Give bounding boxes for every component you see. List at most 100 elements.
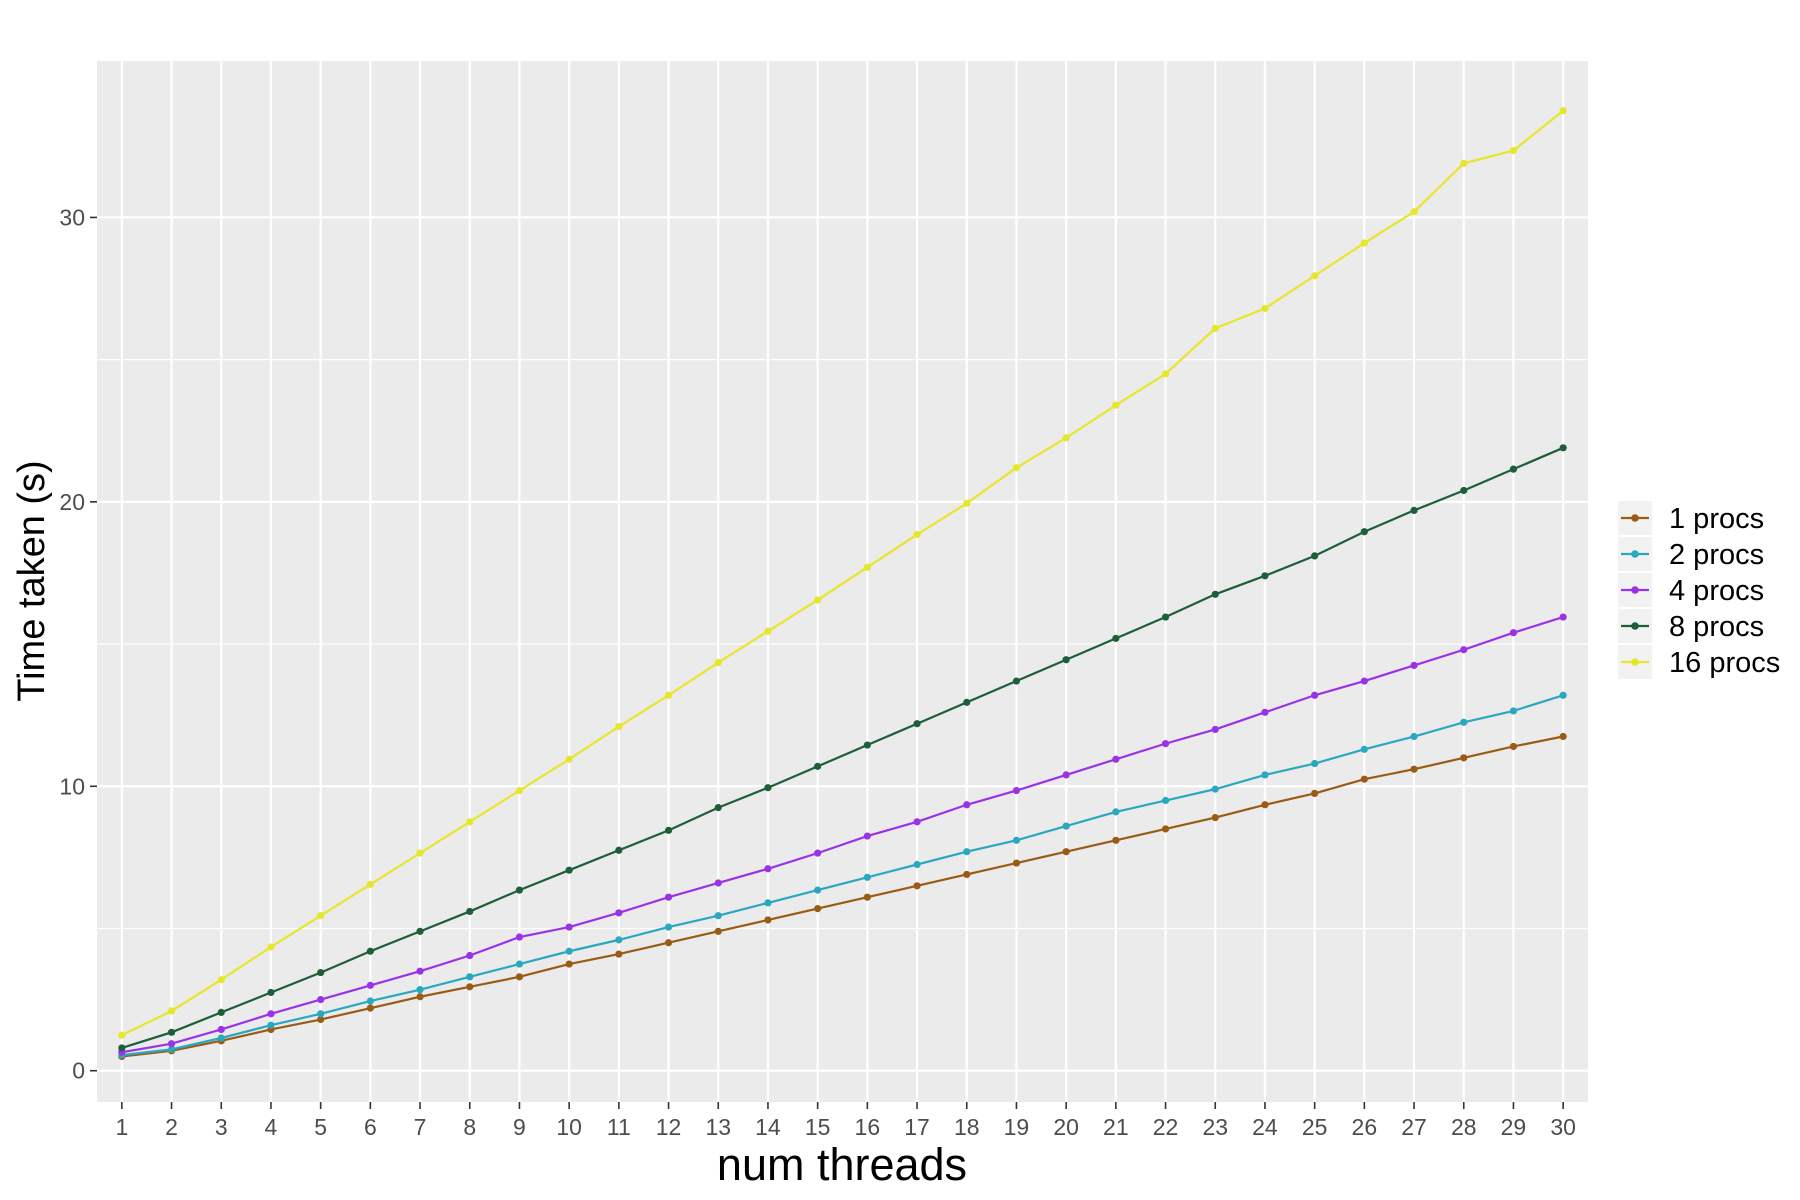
legend-key-point xyxy=(1631,514,1639,522)
data-point xyxy=(1062,848,1070,856)
data-point xyxy=(714,927,722,935)
x-tick-label: 29 xyxy=(1501,1114,1527,1140)
data-point xyxy=(664,939,673,947)
data-point xyxy=(714,912,722,920)
legend-label: 8 procs xyxy=(1669,611,1764,643)
data-point xyxy=(1311,272,1319,280)
data-point xyxy=(764,916,772,924)
data-point xyxy=(1410,208,1418,216)
data-point xyxy=(764,784,772,792)
data-point xyxy=(565,866,573,874)
data-point xyxy=(416,967,424,975)
data-point xyxy=(1211,725,1219,734)
x-tick-label: 26 xyxy=(1352,1114,1378,1140)
data-point xyxy=(1261,771,1269,779)
data-point xyxy=(1311,759,1319,768)
series-line-4 xyxy=(121,446,1564,1050)
data-point xyxy=(1062,434,1070,442)
data-point xyxy=(1211,813,1219,822)
legend-label: 16 procs xyxy=(1669,647,1780,679)
data-point xyxy=(714,804,722,812)
x-tick-label: 11 xyxy=(607,1114,631,1140)
data-point xyxy=(1559,732,1567,741)
data-point xyxy=(1112,755,1120,763)
legend-label: 4 procs xyxy=(1669,575,1764,607)
data-point xyxy=(515,786,524,795)
x-tick-label: 7 xyxy=(414,1114,427,1140)
data-point xyxy=(1161,825,1170,833)
data-point xyxy=(1509,629,1518,637)
data-point xyxy=(1559,613,1567,621)
data-point xyxy=(317,1015,325,1024)
x-tick-label: 18 xyxy=(954,1114,980,1140)
legend: 1 procs 2 procs 4 procs 8 procs 16 procs xyxy=(1618,501,1780,679)
data-point xyxy=(565,947,573,955)
series-line-1 xyxy=(121,735,1564,1058)
data-point xyxy=(863,893,871,901)
data-point xyxy=(1012,859,1021,867)
data-point xyxy=(1012,464,1021,472)
data-point xyxy=(615,936,623,944)
x-axis-title: num threads xyxy=(717,1139,967,1190)
data-point xyxy=(963,499,971,507)
data-point xyxy=(317,1010,325,1018)
x-tick-label: 20 xyxy=(1053,1114,1079,1140)
data-point xyxy=(814,596,822,604)
data-point xyxy=(1559,107,1567,115)
data-point xyxy=(1261,572,1269,580)
x-tick-label: 9 xyxy=(513,1114,526,1140)
x-tick-label: 16 xyxy=(855,1114,881,1140)
x-tick-label: 14 xyxy=(755,1114,781,1140)
x-axis-ticks: 1 2 3 4 5 6 7 8 9 10 11 12 13 14 15 16 17 18 19 20 21 22 23 24 2… xyxy=(115,1102,1576,1140)
data-point xyxy=(615,722,623,731)
legend-key-point xyxy=(1631,586,1639,594)
series-line-5 xyxy=(121,109,1564,1037)
data-point xyxy=(416,849,424,857)
x-tick-label: 13 xyxy=(705,1114,731,1140)
x-tick-label: 22 xyxy=(1153,1114,1179,1140)
data-point xyxy=(1112,401,1120,409)
data-point xyxy=(1112,836,1120,844)
data-point xyxy=(466,951,474,960)
data-point xyxy=(1062,822,1070,830)
data-point xyxy=(1261,708,1269,716)
x-tick-label: 2 xyxy=(165,1114,178,1140)
data-point xyxy=(1211,590,1219,598)
data-point xyxy=(1161,370,1170,378)
series-line-3 xyxy=(121,616,1564,1054)
data-point xyxy=(118,1044,126,1052)
data-point xyxy=(1211,785,1219,793)
data-point xyxy=(1161,796,1170,805)
data-point xyxy=(615,950,623,958)
data-point xyxy=(565,923,573,931)
data-point xyxy=(963,698,971,706)
data-point xyxy=(167,1028,176,1036)
data-point xyxy=(317,996,325,1004)
y-axis-ticks: 0 10 20 30 xyxy=(59,204,97,1084)
data-point xyxy=(1410,661,1418,670)
y-tick-label: 20 xyxy=(59,489,85,515)
data-point xyxy=(366,947,374,955)
data-point xyxy=(814,762,822,770)
legend-key-point xyxy=(1631,658,1639,666)
data-point xyxy=(565,960,573,968)
data-point xyxy=(366,981,374,989)
data-point xyxy=(515,973,524,981)
data-point xyxy=(1559,444,1567,452)
x-tick-label: 10 xyxy=(556,1114,582,1140)
data-point xyxy=(1509,707,1518,715)
x-tick-label: 24 xyxy=(1252,1114,1278,1140)
legend-label: 2 procs xyxy=(1669,539,1764,571)
data-point xyxy=(664,923,673,931)
series-lines xyxy=(118,107,1567,1061)
data-point xyxy=(664,826,673,834)
data-point xyxy=(1261,801,1269,809)
data-point xyxy=(863,832,871,840)
x-tick-label: 15 xyxy=(805,1114,831,1140)
data-point xyxy=(615,909,623,917)
x-tick-label: 3 xyxy=(215,1114,228,1140)
data-point xyxy=(764,865,772,873)
y-tick-label: 10 xyxy=(59,773,85,799)
data-point xyxy=(1311,789,1319,797)
